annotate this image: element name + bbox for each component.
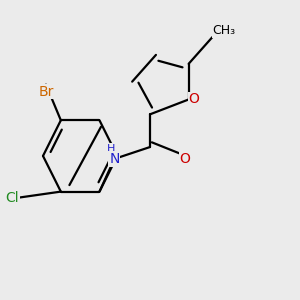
Text: H: H bbox=[107, 143, 116, 154]
Text: CH₃: CH₃ bbox=[212, 24, 236, 37]
Text: O: O bbox=[180, 152, 190, 166]
Text: Cl: Cl bbox=[6, 190, 19, 205]
Text: O: O bbox=[189, 92, 200, 106]
Text: Br: Br bbox=[38, 85, 54, 99]
Text: N: N bbox=[109, 152, 119, 166]
